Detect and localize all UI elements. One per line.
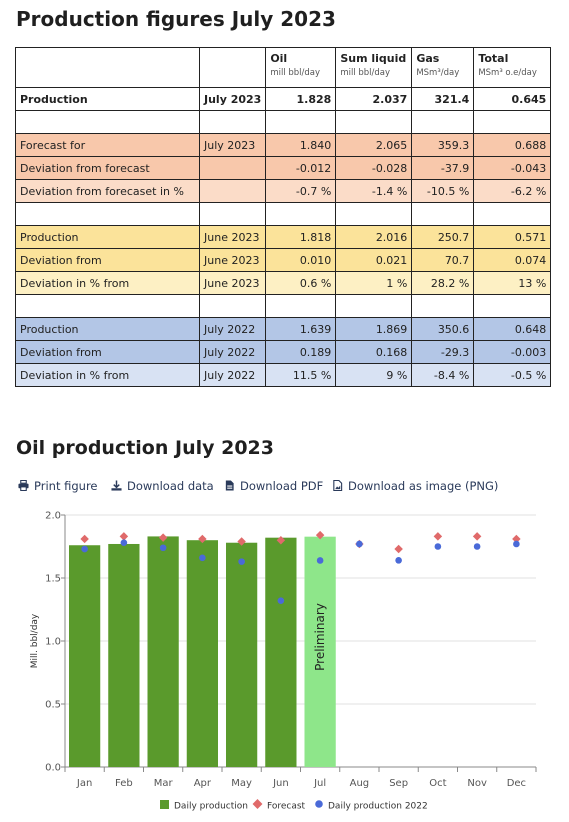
y-tick-label: 2.0 [45,511,61,522]
y-tick-label: 1.5 [45,574,61,585]
header-oil: Oil mill bbl/day [265,47,337,88]
legend-label: Forecast [267,802,306,812]
download-pdf-button[interactable]: Download PDF [224,479,323,493]
forecast-point [394,544,403,554]
bar [226,542,258,767]
header-empty [15,47,200,88]
page-title: Production figures July 2023 [16,7,336,31]
download-icon [111,480,122,491]
x-tick-label: Dec [507,778,526,789]
x-tick-label: May [231,778,252,789]
x-tick-label: Feb [115,778,133,789]
bar [147,536,179,767]
forecast-point [433,532,443,541]
legend-label: Daily production 2022 [328,802,428,812]
x-tick-label: Oct [429,778,446,789]
print-figure-button[interactable]: Print figure [18,479,98,493]
table-row: Deviation in % from July 2022 11.5 % 9 % -… [15,363,552,387]
spacer-row [15,110,552,134]
y-tick-label: 0.5 [45,700,61,711]
daily-production-2022-point [199,554,206,562]
forecast-point [119,532,129,541]
daily-production-2022-point [277,597,285,604]
image-file-icon [333,480,343,491]
x-tick-label: Jun [272,778,289,789]
bar [304,536,336,767]
printer-icon [18,480,29,491]
y-tick-label: 0.0 [45,763,61,774]
bar [108,543,140,767]
download-data-button[interactable]: Download data [111,479,214,493]
bar [265,537,297,767]
table-row: Deviation from forecaset in % -0.7 % -1.4… [15,179,552,203]
production-figures-table: Oil mill bbl/day Sum liquid mill bbl/day G… [15,47,552,387]
daily-production-2022-point [473,543,481,550]
download-png-button[interactable]: Download as image (PNG) [332,479,498,493]
daily-production-2022-point [513,540,520,548]
daily-production-2022-point [238,558,245,565]
chart-section-title: Oil production July 2023 [16,437,274,459]
forecast-point [80,534,89,544]
spacer-row [15,294,552,318]
table-row: Production July 2023 1.828 2.037 321.4 0.64… [15,87,552,111]
x-tick-label: Mar [154,778,174,789]
legend-swatch-daily-production [160,800,169,809]
x-tick-label: Jul [313,778,326,789]
forecast-point [472,532,482,541]
bar [69,545,101,767]
daily-production-2022-point [81,545,88,553]
table-row: Deviation from forecast -0.012 -0.028 -37… [15,156,552,180]
bar [186,540,218,767]
table-row: Production July 2022 1.639 1.869 350.6 0.64… [15,317,552,341]
daily-production-2022-point [120,539,128,547]
table-row: Production June 2023 1.818 2.016 250.7 0.57… [15,225,552,249]
y-axis-label: Mill. bbl/day [30,613,40,668]
pdf-file-icon [225,480,234,491]
x-tick-label: Jan [76,778,92,789]
table-row: Deviation from June 2023 0.010 0.021 70.7 0… [15,248,552,272]
header-gas: Gas MSm³/day [411,47,475,88]
header-sum-liquid: Sum liquid mill bbl/day [335,47,413,88]
spacer-row [15,202,552,226]
header-total: Total MSm³ o.e/day [473,47,552,88]
x-tick-label: Nov [467,778,487,789]
legend-swatch-forecast [252,799,263,809]
forecast-point [315,530,325,540]
x-tick-label: Sep [389,778,408,789]
daily-production-2022-point [316,557,324,564]
legend-swatch-daily-production-2022 [315,800,323,808]
table-row: Forecast for July 2023 1.840 2.065 359.3 0.… [15,133,552,157]
table-row: Deviation in % from June 2023 0.6 % 1 % 28… [15,271,552,295]
daily-production-2022-point [159,544,167,552]
daily-production-2022-point [395,557,402,564]
y-tick-label: 1.0 [45,637,61,648]
oil-production-chart: 0.0 0.5 1.0 1.5 2.0 Mill. bbl/day Preliminary J… [30,511,537,812]
legend-label: Daily production [174,802,248,812]
x-tick-label: Apr [194,778,212,789]
forecast-point [237,537,246,546]
table-row: Deviation from July 2022 0.189 0.168 -29.3… [15,340,552,364]
table-header-row: Oil mill bbl/day Sum liquid mill bbl/day G… [15,47,552,88]
daily-production-2022-point [434,543,442,550]
header-empty [198,47,267,88]
preliminary-annotation: Preliminary [313,603,327,671]
daily-production-2022-point [356,540,363,548]
x-tick-label: Aug [350,778,370,789]
